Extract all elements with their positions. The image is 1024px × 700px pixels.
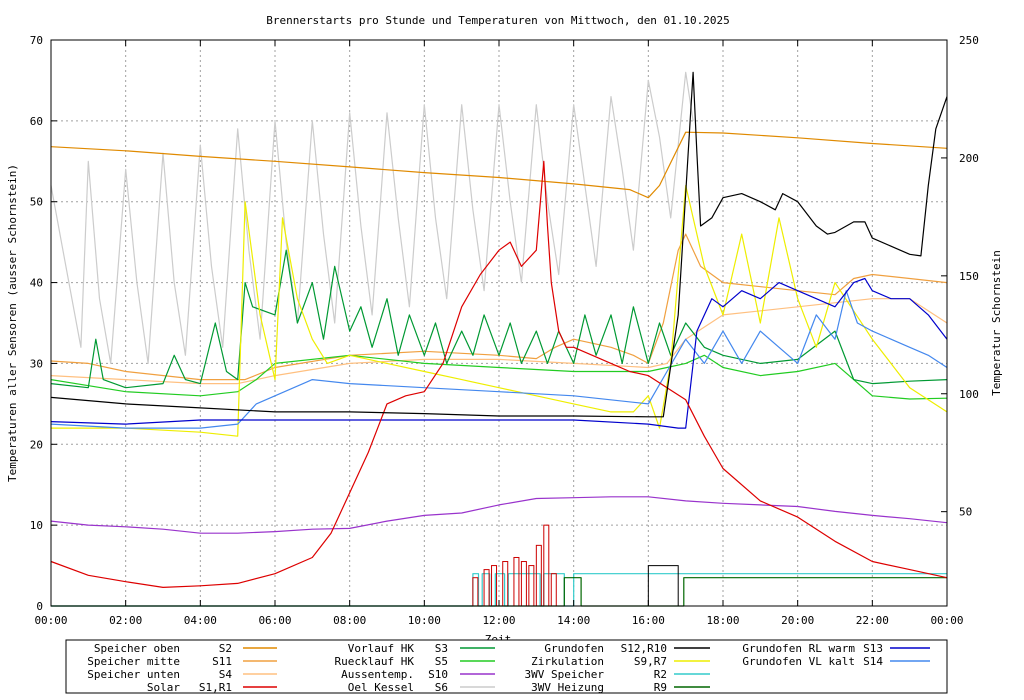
series-line-s11 [50,233,948,381]
legend-code: S4 [219,668,233,681]
chart-title: Brennerstarts pro Stunde und Temperature… [266,14,730,27]
y-tick-label: 10 [30,519,43,532]
y-tick-label: 50 [30,196,43,209]
x-tick-label: 06:00 [258,614,291,627]
legend-label: Oel Kessel [348,681,414,694]
legend-box [65,639,948,694]
legend: Speicher oben S2 Speicher mitte S11 Speicher… [65,639,948,694]
x-tick-label: 02:00 [109,614,142,627]
legend-code: S1,R1 [199,681,232,694]
legend-label: Vorlauf HK [348,642,415,655]
series-line-s2 [50,131,948,199]
x-tick-label: 18:00 [706,614,739,627]
legend-label: Speicher mitte [87,655,180,668]
legend-code: S12,R10 [621,642,667,655]
y-tick-label: 0 [36,600,43,613]
x-tick-label: 14:00 [557,614,590,627]
legend-label: Speicher unten [87,668,180,681]
series-line-s10 [50,496,948,534]
legend-label: Solar [147,681,180,694]
y2-axis-label: Temperatur Schornstein [990,250,1003,396]
legend-label: Grundofen VL kalt [742,655,855,668]
series-line-s14 [50,290,948,429]
x-tick-label: 10:00 [408,614,441,627]
legend-code: R2 [654,668,667,681]
y2-tick-label: 50 [959,506,972,519]
legend-code: S9,R7 [634,655,667,668]
x-tick-label: 20:00 [781,614,814,627]
x-tick-label: 08:00 [333,614,366,627]
legend-code: S13 [863,642,883,655]
series-line-s9-r7 [51,184,948,437]
x-tick-label: 04:00 [184,614,217,627]
y-tick-label: 20 [30,438,43,451]
x-tick-label: 16:00 [632,614,665,627]
legend-label: 3WV Heizung [531,681,604,694]
x-tick-label: 00:00 [930,614,963,627]
x-tick-label: 00:00 [34,614,67,627]
y2-tick-label: 150 [959,270,979,283]
y2-tick-label: 250 [959,34,979,47]
y2-tick-label: 100 [959,388,979,401]
y2-tick-label: 200 [959,152,979,165]
legend-code: S3 [435,642,448,655]
legend-code: S10 [428,668,448,681]
y-axis-label: Temperaturen aller Sensoren (ausser Scho… [6,164,19,482]
series-line-r9 [51,577,947,607]
series-line-s1-r1 [50,160,948,589]
x-tick-label: 22:00 [856,614,889,627]
series-line-s3 [50,249,948,389]
legend-code: R9 [654,681,667,694]
legend-code: S6 [435,681,448,694]
legend-code: S11 [212,655,232,668]
legend-code: S5 [435,655,448,668]
y-tick-label: 40 [30,277,43,290]
y-tick-label: 30 [30,357,43,370]
legend-label: Grundofen [544,642,604,655]
grundofen-bar [647,565,679,606]
plot-area [50,71,948,607]
legend-label: Aussentemp. [341,668,414,681]
axes: 00:00 02:00 04:00 06:00 08:00 10:00 12:00 14:00… [30,34,979,627]
series-line-s6 [50,71,694,364]
series-line-s5 [50,354,948,400]
legend-code: S2 [219,642,232,655]
legend-label: Ruecklauf HK [335,655,415,668]
legend-label: Zirkulation [531,655,604,668]
legend-label: Speicher oben [94,642,180,655]
y-tick-label: 60 [30,115,43,128]
legend-code: S14 [863,655,883,668]
series-line-s12-r10 [50,71,948,418]
series-line-s13 [50,277,948,429]
legend-label: Grundofen RL warm [742,642,855,655]
x-tick-label: 12:00 [482,614,515,627]
legend-label: 3WV Speicher [525,668,605,681]
y-tick-label: 70 [30,34,43,47]
